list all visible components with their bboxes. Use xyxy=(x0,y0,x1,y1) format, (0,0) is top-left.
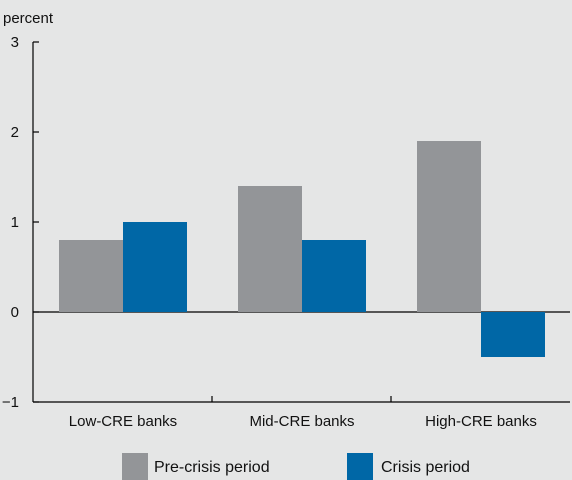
y-unit-label: percent xyxy=(3,10,54,27)
y-tick-label: 2 xyxy=(11,124,19,141)
legend-swatch-crisis xyxy=(347,453,373,480)
bar-pre-crisis-1 xyxy=(238,186,302,312)
y-tick-label: 0 xyxy=(11,304,19,321)
legend-label-crisis: Crisis period xyxy=(381,459,470,476)
legend: Pre-crisis period Crisis period xyxy=(122,453,470,480)
legend-label-pre-crisis: Pre-crisis period xyxy=(154,459,270,476)
x-category-label: Low-CRE banks xyxy=(69,413,177,430)
bar-crisis-2 xyxy=(481,312,545,357)
y-tick-label: 3 xyxy=(11,34,19,51)
bars xyxy=(59,141,545,357)
x-category-label: Mid-CRE banks xyxy=(249,413,354,430)
bar-crisis-0 xyxy=(123,222,187,312)
y-tick-label: 1 xyxy=(11,214,19,231)
y-ticks: −1 0 1 2 3 xyxy=(2,34,39,411)
legend-swatch-pre-crisis xyxy=(122,453,148,480)
x-ticks: Low-CRE banks Mid-CRE banks High-CRE banks xyxy=(69,396,537,430)
y-tick-label: −1 xyxy=(2,394,19,411)
bar-pre-crisis-0 xyxy=(59,240,123,312)
bar-crisis-1 xyxy=(302,240,366,312)
x-category-label: High-CRE banks xyxy=(425,413,537,430)
bar-pre-crisis-2 xyxy=(417,141,481,312)
